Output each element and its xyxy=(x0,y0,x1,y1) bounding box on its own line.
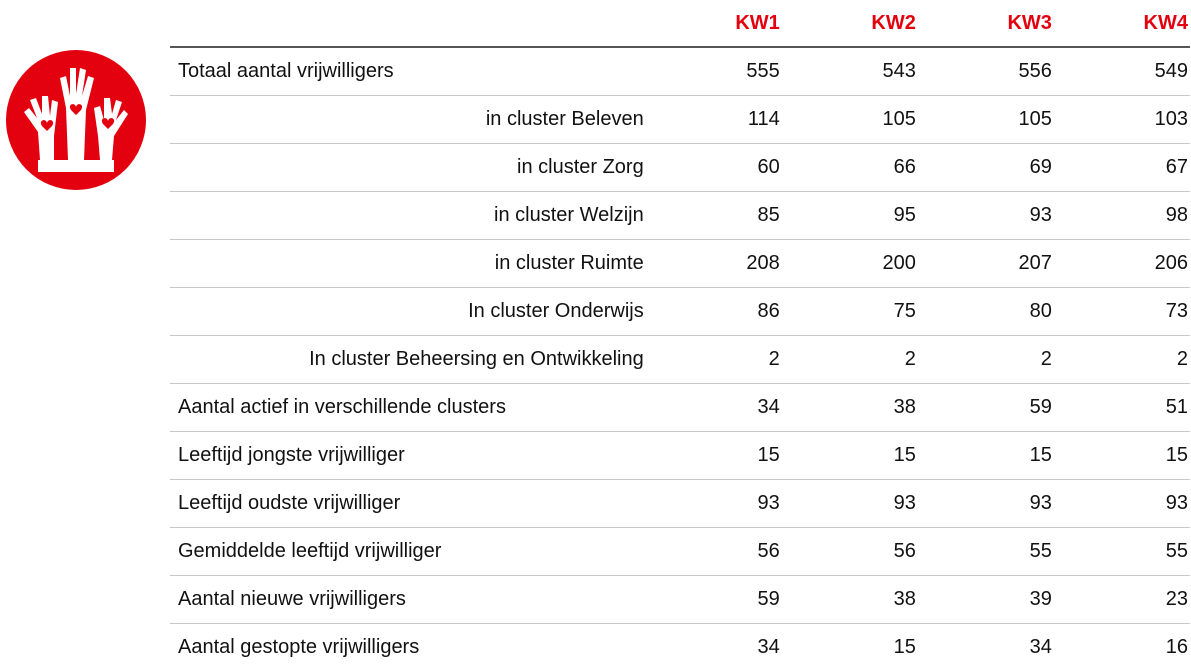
cell-value: 38 xyxy=(782,576,918,624)
cell-value: 15 xyxy=(782,624,918,671)
cell-value: 555 xyxy=(646,47,782,96)
cell-value: 2 xyxy=(782,336,918,384)
corner xyxy=(170,0,646,47)
row-label: in cluster Welzijn xyxy=(170,192,646,240)
cell-value: 93 xyxy=(918,480,1054,528)
cell-value: 103 xyxy=(1054,96,1190,144)
cell-value: 80 xyxy=(918,288,1054,336)
cell-value: 206 xyxy=(1054,240,1190,288)
cell-value: 51 xyxy=(1054,384,1190,432)
cell-value: 86 xyxy=(646,288,782,336)
cell-value: 15 xyxy=(646,432,782,480)
row-label: In cluster Beheersing en Ontwikkeling xyxy=(170,336,646,384)
cell-value: 98 xyxy=(1054,192,1190,240)
cell-value: 34 xyxy=(646,624,782,671)
cell-value: 39 xyxy=(918,576,1054,624)
row-label: Gemiddelde leeftijd vrijwilliger xyxy=(170,528,646,576)
cell-value: 15 xyxy=(1054,432,1190,480)
cell-value: 93 xyxy=(918,192,1054,240)
logo xyxy=(4,48,148,192)
cell-value: 75 xyxy=(782,288,918,336)
cell-value: 2 xyxy=(646,336,782,384)
cell-value: 34 xyxy=(918,624,1054,671)
row-label: in cluster Ruimte xyxy=(170,240,646,288)
row-label: in cluster Beleven xyxy=(170,96,646,144)
cell-value: 549 xyxy=(1054,47,1190,96)
cell-value: 66 xyxy=(782,144,918,192)
cell-value: 15 xyxy=(782,432,918,480)
cell-value: 34 xyxy=(646,384,782,432)
cell-value: 56 xyxy=(646,528,782,576)
cell-value: 73 xyxy=(1054,288,1190,336)
column-header: KW4 xyxy=(1054,0,1190,47)
row-label: Totaal aantal vrijwilligers xyxy=(170,47,646,96)
cell-value: 59 xyxy=(646,576,782,624)
cell-value: 95 xyxy=(782,192,918,240)
cell-value: 543 xyxy=(782,47,918,96)
cell-value: 200 xyxy=(782,240,918,288)
cell-value: 59 xyxy=(918,384,1054,432)
row-label: Leeftijd oudste vrijwilliger xyxy=(170,480,646,528)
row-label: Aantal gestopte vrijwilligers xyxy=(170,624,646,671)
row-label: In cluster Onderwijs xyxy=(170,288,646,336)
cell-value: 55 xyxy=(1054,528,1190,576)
column-header: KW2 xyxy=(782,0,918,47)
cell-value: 23 xyxy=(1054,576,1190,624)
column-header: KW1 xyxy=(646,0,782,47)
cell-value: 556 xyxy=(918,47,1054,96)
row-label: Aantal actief in verschillende clusters xyxy=(170,384,646,432)
cell-value: 55 xyxy=(918,528,1054,576)
cell-value: 38 xyxy=(782,384,918,432)
cell-value: 105 xyxy=(918,96,1054,144)
cell-value: 93 xyxy=(782,480,918,528)
cell-value: 16 xyxy=(1054,624,1190,671)
cell-value: 56 xyxy=(782,528,918,576)
cell-value: 93 xyxy=(646,480,782,528)
cell-value: 67 xyxy=(1054,144,1190,192)
cell-value: 114 xyxy=(646,96,782,144)
row-label: Aantal nieuwe vrijwilligers xyxy=(170,576,646,624)
cell-value: 207 xyxy=(918,240,1054,288)
cell-value: 2 xyxy=(1054,336,1190,384)
cell-value: 85 xyxy=(646,192,782,240)
row-label: in cluster Zorg xyxy=(170,144,646,192)
cell-value: 60 xyxy=(646,144,782,192)
cell-value: 69 xyxy=(918,144,1054,192)
cell-value: 105 xyxy=(782,96,918,144)
cell-value: 2 xyxy=(918,336,1054,384)
cell-value: 15 xyxy=(918,432,1054,480)
row-label: Leeftijd jongste vrijwilliger xyxy=(170,432,646,480)
cell-value: 208 xyxy=(646,240,782,288)
cell-value: 93 xyxy=(1054,480,1190,528)
column-header: KW3 xyxy=(918,0,1054,47)
